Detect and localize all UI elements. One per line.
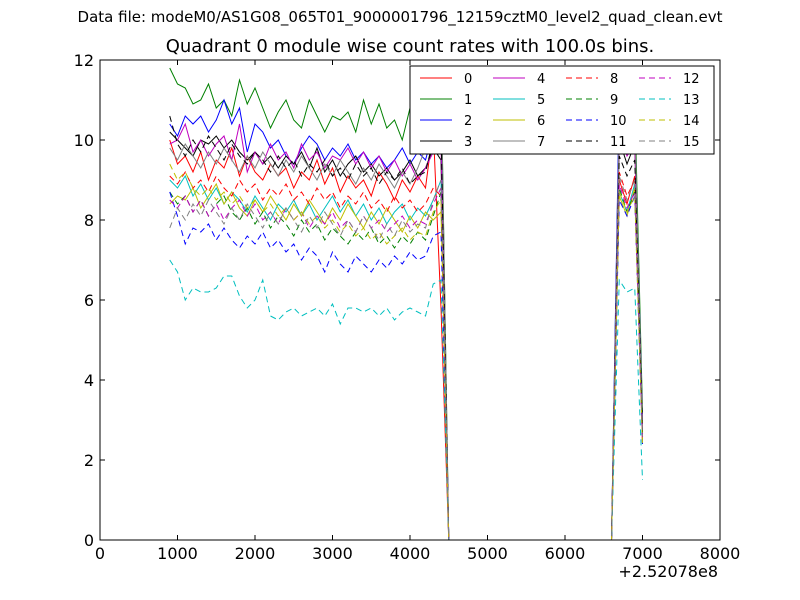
y-tick-label: 8 (84, 211, 94, 230)
y-tick-label: 0 (84, 531, 94, 550)
series-line-12 (169, 183, 643, 541)
series-line-0 (169, 127, 643, 541)
legend-label-5: 5 (537, 93, 545, 108)
x-tick-label: 1000 (157, 544, 198, 563)
legend-label-7: 7 (537, 135, 545, 150)
axis-ticks-layer: 0 1000 2000 3000 4000 5000 6000 7000 80000246810… (74, 51, 741, 563)
x-tick-label: 4000 (390, 544, 431, 563)
series-line-6 (169, 182, 643, 541)
series-line-15 (169, 175, 643, 541)
series-line-10 (169, 191, 643, 541)
x-tick-label: 5000 (467, 544, 508, 563)
legend-label-3: 3 (464, 135, 472, 150)
x-tick-label: 3000 (312, 544, 353, 563)
legend-label-8: 8 (610, 72, 618, 87)
legend-label-6: 6 (537, 114, 545, 129)
legend-label-4: 4 (537, 72, 545, 87)
legend-label-1: 1 (464, 93, 472, 108)
figure-suptitle: Data file: modeM0/AS1G08_065T01_90000017… (77, 8, 723, 26)
y-tick-label: 10 (74, 131, 94, 150)
legend-label-10: 10 (610, 114, 627, 129)
x-tick-label: 2000 (235, 544, 276, 563)
x-tick-label: 0 (95, 544, 105, 563)
series-line-8 (169, 170, 643, 541)
y-tick-label: 6 (84, 291, 94, 310)
series-line-13 (169, 259, 643, 541)
legend-label-12: 12 (683, 72, 700, 87)
legend-label-9: 9 (610, 93, 618, 108)
x-tick-label: 6000 (545, 544, 586, 563)
series-line-11 (169, 115, 643, 541)
x-tick-label: 7000 (622, 544, 663, 563)
chart-title: Quadrant 0 module wise count rates with … (165, 36, 655, 57)
legend-label-11: 11 (610, 135, 627, 150)
legend-box (409, 65, 715, 155)
legend-label-13: 13 (683, 93, 700, 108)
series-line-2 (169, 95, 643, 541)
y-tick-label: 2 (84, 451, 94, 470)
legend-label-15: 15 (683, 135, 700, 150)
series-line-5 (169, 174, 643, 541)
series-line-14 (169, 163, 643, 541)
legend-label-14: 14 (683, 114, 700, 129)
x-offset-label: +2.52078e8 (618, 562, 718, 581)
x-tick-label: 8000 (700, 544, 741, 563)
legend-label-0: 0 (464, 72, 472, 87)
series-line-3 (169, 131, 643, 541)
y-tick-label: 12 (74, 51, 94, 70)
y-tick-label: 4 (84, 371, 94, 390)
series-line-9 (169, 187, 643, 541)
legend-label-2: 2 (464, 114, 472, 129)
